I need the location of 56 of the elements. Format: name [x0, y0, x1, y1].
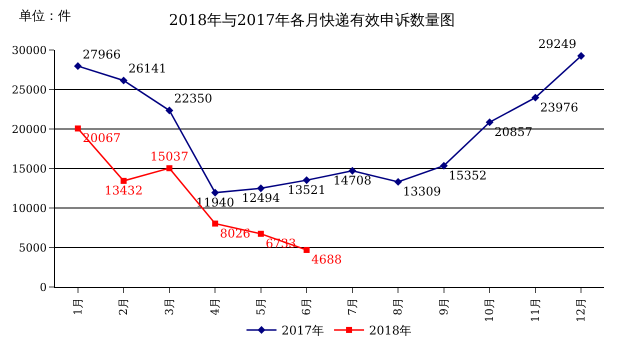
- x-tick-label: 12月: [574, 297, 588, 322]
- point: [302, 176, 311, 184]
- x-tick-label: 6月: [300, 297, 314, 316]
- data-label: 8026: [220, 226, 250, 240]
- data-label: 13521: [288, 182, 326, 197]
- data-label: 26141: [128, 62, 167, 76]
- x-tick-label: 4月: [208, 297, 222, 316]
- legend-label: 2017年: [282, 324, 324, 338]
- data-label: 27966: [82, 47, 121, 62]
- y-tick-label: 25000: [12, 83, 47, 96]
- x-tick-label: 10月: [483, 297, 496, 322]
- data-label: 29249: [538, 37, 576, 52]
- point: [440, 162, 448, 170]
- point: [211, 188, 220, 197]
- y-tick-label: 0: [40, 280, 47, 294]
- data-label: 15352: [448, 168, 487, 182]
- x-tick-label: 11月: [528, 297, 542, 322]
- x-tick-label: 8月: [392, 297, 405, 316]
- point: [165, 106, 174, 114]
- y-tick-label: 30000: [12, 44, 47, 57]
- data-label: 23976: [540, 100, 578, 114]
- data-label: 11940: [196, 195, 234, 210]
- x-tick-label: 5月: [254, 297, 268, 316]
- data-label: 12494: [242, 191, 280, 206]
- point: [258, 230, 264, 237]
- point: [212, 220, 218, 227]
- data-label: 14708: [333, 174, 372, 188]
- point: [304, 246, 310, 253]
- point: [486, 118, 494, 126]
- x-tick-label: 1月: [71, 297, 84, 316]
- chart-title: 2018年与2017年各月快递有效申诉数量图: [168, 10, 456, 29]
- point: [120, 76, 128, 84]
- point: [74, 62, 82, 70]
- y-tick-label: 5000: [18, 241, 47, 254]
- x-tick-label: 9月: [437, 297, 450, 316]
- legend-label: 2018年: [369, 324, 412, 338]
- data-label: 15037: [150, 149, 188, 164]
- point: [577, 52, 586, 60]
- data-label: 4688: [311, 252, 342, 267]
- y-tick-label: 20000: [12, 122, 47, 136]
- point: [394, 178, 402, 186]
- point: [348, 166, 356, 175]
- data-label: 13432: [104, 184, 143, 198]
- point: [531, 94, 540, 102]
- x-tick-label: 3月: [162, 297, 176, 316]
- point: [256, 184, 265, 192]
- x-tick-label: 2月: [117, 297, 130, 316]
- data-label: 13309: [402, 184, 442, 199]
- point: [74, 125, 81, 132]
- x-tick-label: 7月: [346, 297, 359, 316]
- point: [166, 165, 172, 172]
- point: [120, 178, 127, 184]
- y-axis-title: 单位：件: [19, 9, 71, 24]
- y-tick-label: 10000: [12, 202, 47, 215]
- y-tick-label: 15000: [12, 162, 47, 176]
- data-label: 22350: [174, 92, 212, 106]
